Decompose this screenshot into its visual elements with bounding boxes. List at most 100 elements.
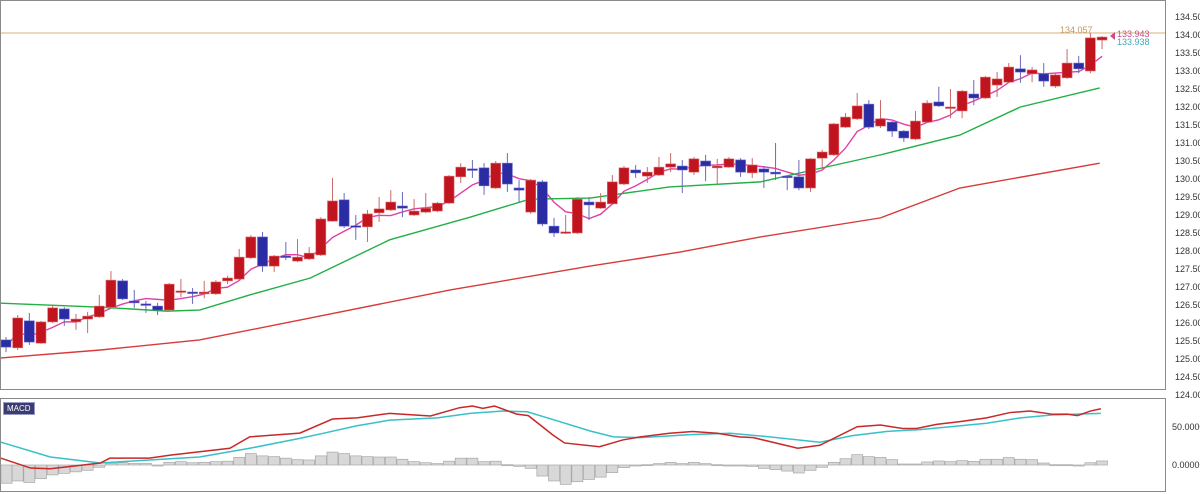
macd-histogram-bar — [431, 463, 444, 466]
candle-body — [140, 303, 152, 306]
macd-histogram-bar — [967, 461, 980, 466]
candle-body — [303, 252, 315, 260]
macd-histogram-bar — [11, 464, 24, 482]
candle — [968, 80, 980, 106]
candle — [583, 197, 595, 221]
macd-histogram-bar — [804, 464, 817, 471]
macd-histogram-bar — [862, 456, 875, 466]
candle — [595, 193, 606, 209]
candle-body — [1038, 73, 1050, 82]
price-axis: 134.500 134.000 133.500 133.000 132.500 132.0… — [1175, 12, 1200, 400]
candle — [653, 157, 665, 177]
price-tick-label: 127.000 — [1175, 282, 1200, 292]
current-price-label: 133.943 — [1117, 29, 1150, 39]
candle — [385, 190, 397, 212]
macd-histogram-bar — [676, 463, 689, 466]
candle — [607, 175, 618, 205]
macd-histogram-bar — [1084, 462, 1097, 466]
macd-histogram-bar — [314, 455, 327, 466]
candle — [1085, 32, 1096, 74]
macd-histogram-bar — [816, 464, 829, 468]
macd-histogram-bar — [221, 460, 234, 466]
price-tick-label: 134.500 — [1175, 12, 1200, 22]
candle — [700, 154, 711, 182]
candle-body — [898, 130, 910, 139]
price-tick-label: 126.500 — [1175, 300, 1200, 310]
candle-body — [47, 307, 58, 323]
macd-histogram-bar — [851, 454, 864, 466]
candle-body — [443, 175, 455, 204]
candle — [956, 90, 968, 119]
candle — [338, 193, 350, 228]
macd-histogram-bar — [548, 464, 560, 482]
candle-body — [105, 279, 117, 308]
macd-histogram-bar — [769, 464, 782, 470]
candle — [781, 175, 793, 191]
candle — [245, 235, 257, 259]
candle-body — [875, 118, 886, 127]
candle-body — [502, 162, 513, 185]
macd-histogram-bar — [58, 464, 71, 474]
macd-histogram-bar — [571, 464, 584, 483]
macd-signal-line — [0, 410, 1101, 464]
candle-body — [1073, 62, 1085, 70]
candle-body — [886, 121, 898, 132]
candle — [198, 280, 210, 299]
macd-histogram-bar — [140, 463, 152, 466]
macd-histogram-bar — [618, 464, 630, 469]
candle — [502, 153, 513, 192]
macd-histogram-bar — [0, 464, 13, 484]
candle — [746, 158, 758, 178]
macd-histogram-bar — [781, 464, 794, 472]
candle-body — [315, 218, 327, 256]
candle — [1050, 73, 1061, 88]
price-tick-label: 134.000 — [1175, 30, 1200, 40]
macd-histogram-bar — [653, 463, 665, 466]
candle — [408, 199, 420, 217]
candle — [572, 197, 583, 235]
candle-body — [175, 290, 187, 293]
macd-histogram-bar — [326, 451, 339, 466]
candle-body — [373, 208, 385, 214]
price-tick-label: 124.000 — [1175, 390, 1200, 400]
candle — [537, 180, 548, 227]
macd-histogram-bar — [198, 461, 211, 466]
macd-histogram-bar — [46, 464, 59, 476]
candle — [35, 320, 47, 344]
macd-histogram-bar — [489, 460, 502, 466]
macd-histogram-bar — [373, 456, 385, 466]
candle — [548, 217, 560, 237]
macd-histogram-bar — [874, 457, 887, 466]
price-tick-label: 126.000 — [1175, 318, 1200, 328]
candle — [641, 167, 653, 183]
macd-panel-title: MACD — [3, 402, 35, 415]
candle — [688, 157, 700, 176]
candle — [117, 279, 128, 300]
macd-histogram-bar — [583, 464, 595, 480]
macd-histogram-bar — [23, 464, 36, 483]
price-tick-label: 129.500 — [1175, 192, 1200, 202]
macd-histogram-bar — [932, 460, 945, 466]
candle — [432, 202, 443, 213]
macd-histogram-bar — [163, 461, 176, 466]
candle-body — [245, 236, 257, 259]
macd-histogram-bar — [245, 453, 257, 466]
candle — [910, 110, 921, 141]
macd-histogram-bar — [408, 461, 420, 466]
candle-body — [1050, 74, 1061, 87]
candle — [222, 275, 233, 285]
candle — [82, 311, 93, 334]
candle-body — [432, 202, 443, 212]
candle-body — [618, 167, 630, 185]
candle — [770, 143, 781, 181]
candle — [420, 193, 432, 214]
candle — [793, 159, 805, 191]
macd-histogram-bar — [711, 464, 724, 467]
macd-histogram-bar — [956, 460, 968, 466]
macd-histogram-bar — [828, 461, 840, 466]
macd-line — [0, 405, 1102, 470]
macd-histogram-bar — [419, 462, 432, 466]
candle-body — [12, 317, 23, 349]
candle — [128, 289, 140, 308]
candle — [443, 175, 455, 204]
